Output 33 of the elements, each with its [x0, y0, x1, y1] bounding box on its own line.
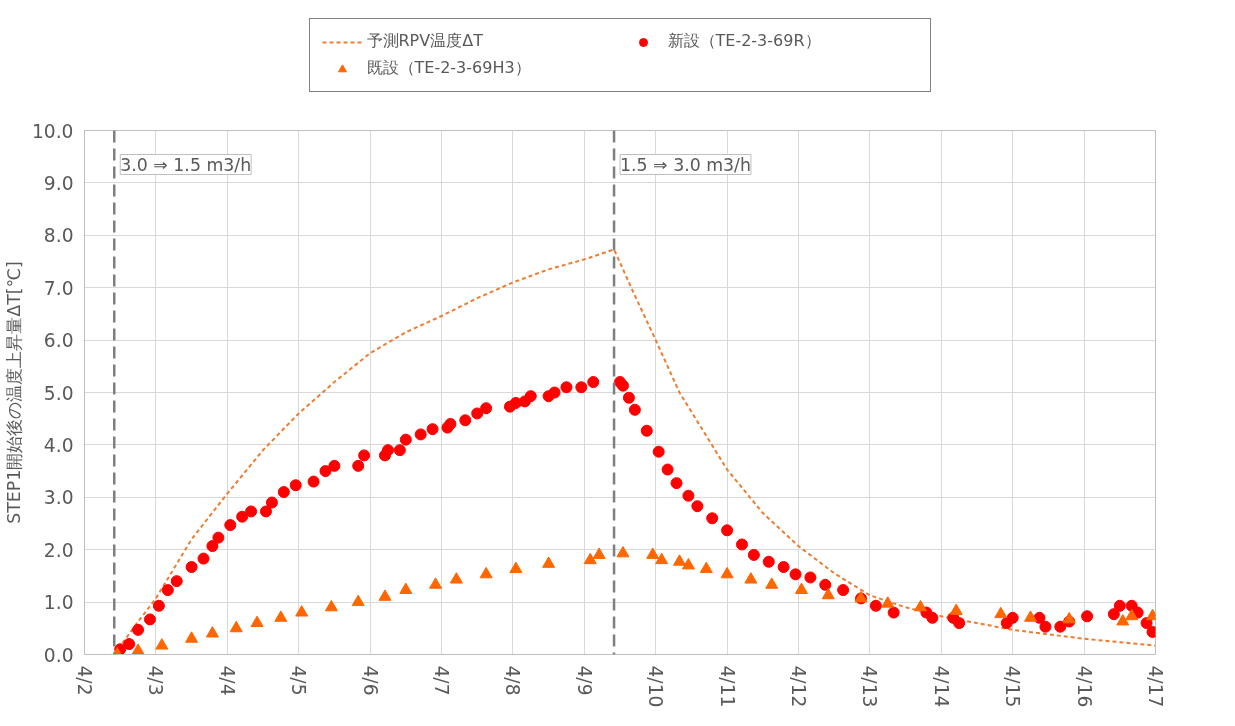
ref-line-label: 1.5 ⇒ 3.0 m3/h	[620, 154, 751, 175]
x-tick-label: 4/14	[930, 665, 952, 708]
x-tick-label: 4/15	[1002, 665, 1024, 708]
x-tick-label: 4/3	[145, 665, 167, 696]
x-tick-label: 4/7	[431, 665, 452, 696]
x-tick-label: 4/6	[359, 665, 381, 696]
y-tick-label: 2.0	[43, 539, 74, 561]
legend-label: 予測RPV温度ΔT	[366, 31, 484, 52]
y-tick-label: 5.0	[43, 382, 74, 404]
x-tick-label: 4/10	[645, 665, 667, 708]
y-tick-label: 9.0	[43, 172, 74, 194]
y-tick-label: 4.0	[43, 434, 74, 456]
x-tick-label: 4/17	[1145, 665, 1166, 708]
x-tick-label: 4/2	[74, 665, 95, 696]
y-tick-label: 8.0	[43, 225, 74, 247]
x-tick-label: 4/16	[1073, 665, 1095, 708]
y-tick-label: 6.0	[43, 330, 74, 352]
y-tick-label: 10.0	[31, 120, 74, 142]
y-tick-label: 7.0	[43, 277, 74, 299]
y-axis-title: STEP1開始後の温度上昇量ΔT[℃]	[3, 261, 24, 524]
ref-line-label: 3.0 ⇒ 1.5 m3/h	[120, 154, 252, 175]
x-tick-label: 4/13	[859, 665, 881, 708]
y-tick-label: 3.0	[43, 487, 74, 509]
x-tick-label: 4/5	[288, 665, 310, 696]
y-tick-label: 0.0	[43, 644, 74, 666]
legend-label: 既設（TE-2-3-69H3）	[366, 58, 532, 79]
x-tick-label: 4/9	[573, 665, 595, 696]
x-tick-label: 4/8	[502, 665, 524, 696]
y-tick-label: 1.0	[43, 592, 74, 614]
x-tick-label: 4/12	[788, 665, 809, 708]
legend-label: 新設（TE-2-3-69R）	[667, 31, 822, 52]
x-tick-label: 4/4	[216, 665, 238, 696]
x-tick-label: 4/11	[716, 665, 738, 708]
